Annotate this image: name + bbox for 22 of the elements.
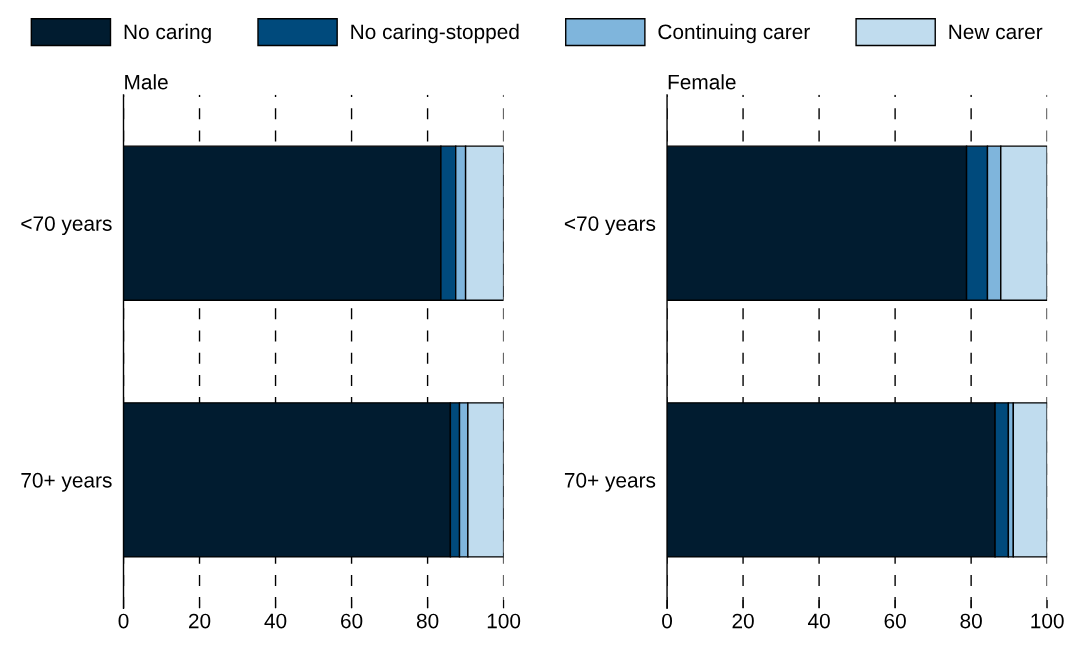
legend-label: New carer xyxy=(949,24,1043,40)
x-tick-label: 100 xyxy=(1031,613,1064,629)
x-tick-label: 100 xyxy=(487,613,521,629)
chart-title: Female xyxy=(668,74,736,90)
x-tick-label: 0 xyxy=(118,613,129,629)
legend-label: Continuing carer xyxy=(658,23,810,44)
legend-label: No caring-stopped xyxy=(351,23,519,44)
x-tick-label: 60 xyxy=(884,613,906,629)
y-tick-label: 70+ years xyxy=(21,472,112,492)
y-tick-label: 70+ years xyxy=(564,472,656,492)
y-tick-label: <70 years xyxy=(21,216,112,236)
x-tick-label: 80 xyxy=(416,613,439,629)
x-tick-label: 40 xyxy=(807,613,830,629)
x-tick-label: 20 xyxy=(188,613,211,629)
legend-label: No caring xyxy=(124,23,211,44)
chart-title: Male xyxy=(125,74,168,90)
x-tick-label: 60 xyxy=(341,613,363,629)
x-tick-label: 80 xyxy=(960,613,982,629)
x-tick-label: 40 xyxy=(264,613,287,629)
x-tick-label: 20 xyxy=(732,613,754,629)
x-tick-label: 0 xyxy=(662,613,673,629)
y-tick-label: <70 years xyxy=(564,216,656,236)
